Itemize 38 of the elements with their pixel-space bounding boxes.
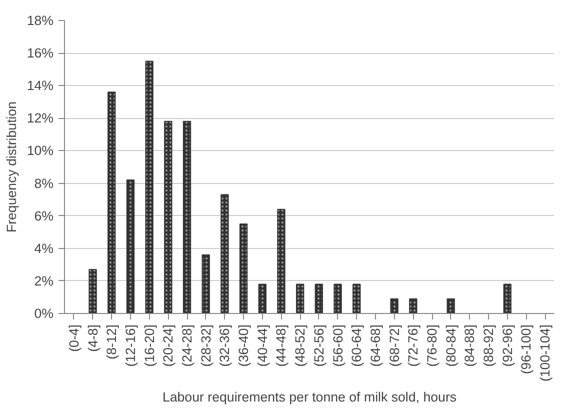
x-tick-label: (92-96] [500,324,515,367]
y-tick-label: 10% [26,143,54,158]
y-tick-label: 8% [34,176,54,191]
y-tick-label: 14% [26,78,54,94]
x-tick-label: (60-64] [349,324,364,367]
x-tick-label: (96-100] [518,324,534,374]
y-tick-label: 0% [34,306,54,321]
x-tick-label: (88-92] [481,324,496,367]
y-tick-label: 16% [26,46,54,61]
y-tick-label: 12% [26,110,54,126]
x-tick-label: (72-76] [406,324,421,367]
x-tick-label: (16-20] [142,324,157,367]
y-axis-title: Frequency distribution [4,101,19,233]
y-tick-label: 4% [34,240,54,256]
x-axis-title: Labour requirements per tonne of milk sold, hours [162,390,457,405]
x-tick-label: (24-28] [180,324,194,367]
x-tick-label: (20-24] [160,324,176,367]
x-tick-label: (44-48] [274,324,289,367]
x-tick-label: (68-72] [386,324,402,367]
x-tick-label: (100-104] [538,324,553,382]
x-tick-label: (32-36] [217,324,232,367]
y-tick-label: 2% [34,273,54,288]
x-tick-label: (56-60] [330,324,346,367]
x-tick-label: (4-8] [85,324,100,352]
x-tick-label: (36-40] [236,324,252,367]
x-tick-label: (8-12] [104,324,120,360]
x-tick-label: (84-88] [462,324,478,367]
x-tick-label: (80-84] [443,324,458,367]
x-tick-label: (28-32] [198,324,214,367]
y-tick-label: 6% [34,208,54,224]
x-tick-label: (40-44] [254,324,270,367]
x-tick-label: (76-80] [424,324,440,367]
x-tick-label: (0-4] [66,324,82,352]
y-tick-label: 18% [26,13,54,28]
x-tick-label: (52-56] [311,324,326,367]
x-tick-label: (12-16] [122,324,138,367]
x-tick-label: (48-52] [292,324,308,367]
x-tick-label: (64-68] [368,324,383,367]
